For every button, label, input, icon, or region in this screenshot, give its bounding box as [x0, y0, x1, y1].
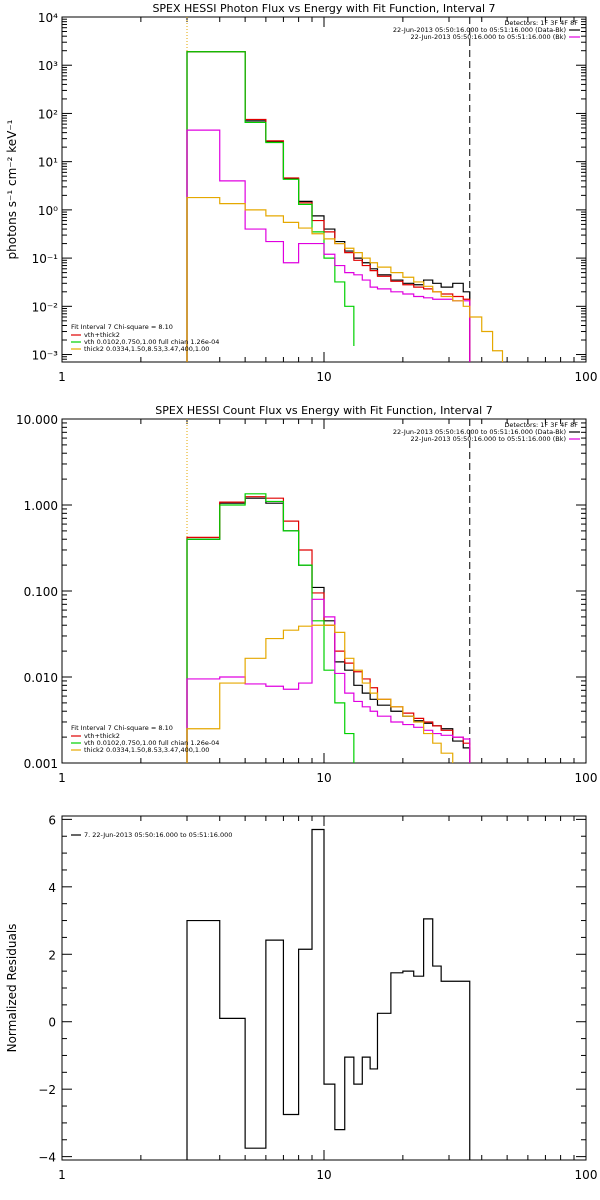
chart-title: SPEX HESSI Count Flux vs Energy with Fit…: [155, 404, 492, 417]
series-3-step-line: [186, 51, 355, 362]
y-tick-label: 10⁻³: [32, 349, 59, 363]
y-tick-label: 10.000: [16, 413, 58, 427]
y-tick-label: 0.100: [24, 585, 58, 599]
y-tick-label: 1.000: [24, 499, 58, 513]
x-tick-label: 100: [575, 370, 598, 384]
y-tick-label: 6: [48, 813, 56, 827]
y-tick-label: 10⁰: [38, 204, 58, 218]
x-axis: 1 10 100: [58, 17, 597, 384]
legend-entry-text: vth 0.0102,0.750,1.00 full chian 1.26e-0…: [84, 739, 219, 747]
series-3-step-line: [186, 493, 355, 763]
legend-entry-text: Detectors: 1F 3F 4F 8F: [504, 19, 578, 27]
y-tick-label: 10⁻¹: [32, 252, 59, 266]
data-area: [186, 419, 471, 763]
legend-entry-text: thick2 0.0334,1.50,8.53,3.47,400,1.00: [84, 345, 209, 353]
legend-entry-text: vth+thick2: [84, 732, 120, 740]
y-tick-label: 10¹: [38, 156, 58, 170]
legend-bottom-left: Fit Interval 7 Chi-square = 8.10vth+thic…: [71, 724, 219, 754]
series-2-step-line: [186, 51, 471, 362]
chart-title: SPEX HESSI Photon Flux vs Energy with Fi…: [152, 2, 495, 15]
y-tick-label: 10⁻²: [32, 300, 59, 314]
series-1-step-line: [186, 497, 471, 763]
y-tick-label: 10³: [38, 59, 58, 73]
series-2-step-line: [186, 496, 471, 763]
legend-bottom-left: Fit Interval 7 Chi-square = 8.10vth+thic…: [71, 323, 219, 353]
y-axis-label: photons s⁻¹ cm⁻² keV⁻¹: [5, 119, 19, 259]
y-tick-label: 4: [48, 881, 56, 895]
data-area: [186, 17, 504, 362]
x-tick-label: 1: [58, 1168, 66, 1182]
x-tick-label: 1: [58, 771, 66, 785]
legend-entry-text: vth+thick2: [84, 331, 120, 339]
panel-3: 1 10 100 −4 −2 0 2 4 6 Normalized Residuals 7. 22-…: [5, 813, 597, 1182]
legend-entry-text: 22-Jun-2013 05:50:16.000 to 05:51:16.000…: [393, 428, 566, 436]
series-5-step-line: [186, 624, 454, 763]
y-axis: −4 −2 0 2 4 6: [38, 813, 586, 1165]
legend-top-left: 7. 22-Jun-2013 05:50:16.000 to 05:51:16.…: [71, 831, 232, 839]
series-4-step-line: [186, 598, 471, 763]
y-tick-label: 10⁴: [38, 11, 58, 25]
x-axis: 1 10 100: [58, 419, 597, 785]
x-tick-label: 10: [316, 370, 331, 384]
x-tick-label: 10: [316, 1168, 331, 1182]
y-tick-label: 10²: [38, 107, 58, 121]
panel-2: SPEX HESSI Count Flux vs Energy with Fit…: [16, 404, 597, 785]
legend-entry-text: 7. 22-Jun-2013 05:50:16.000 to 05:51:16.…: [84, 831, 232, 839]
y-tick-label: −4: [38, 1151, 56, 1165]
y-axis-label: Normalized Residuals: [5, 924, 19, 1053]
legend-header: Fit Interval 7 Chi-square = 8.10: [71, 724, 173, 732]
y-tick-label: 2: [48, 948, 56, 962]
y-tick-label: 0.001: [24, 757, 58, 771]
y-tick-label: 0.010: [24, 671, 58, 685]
legend-entry-text: 22-Jun-2013 05:50:16.000 to 05:51:16.000…: [411, 435, 566, 443]
y-axis: 0.001 0.010 0.100 1.000 10.000: [16, 413, 586, 771]
x-axis: 1 10 100: [58, 816, 597, 1182]
y-tick-label: −2: [38, 1083, 56, 1097]
legend-entry-text: Detectors: 1F 3F 4F 8F: [504, 421, 578, 429]
x-tick-label: 10: [316, 771, 331, 785]
series-4-step-line: [186, 129, 471, 362]
data-area: [186, 828, 471, 1160]
x-tick-label: 100: [575, 1168, 598, 1182]
series-5-step-line: [186, 196, 504, 362]
legend-entry-text: 22-Jun-2013 05:50:16.000 to 05:51:16.000…: [411, 33, 566, 41]
plot-frame: [61, 16, 587, 363]
y-tick-label: 0: [48, 1016, 56, 1030]
series-1-step-line: [186, 51, 471, 362]
y-axis: 10⁻³ 10⁻² 10⁻¹ 10⁰ 10¹ 10² 10³ 10⁴: [32, 11, 586, 363]
legend-entry-text: 22-Jun-2013 05:50:16.000 to 05:51:16.000…: [393, 26, 566, 34]
series-1-step-line: [186, 828, 471, 1160]
legend-entry-text: thick2 0.0334,1.50,8.53,3.47,400,1.00: [84, 746, 209, 754]
panel-1: SPEX HESSI Photon Flux vs Energy with Fi…: [5, 2, 597, 384]
x-tick-label: 1: [58, 370, 66, 384]
legend-entry-text: vth 0.0102,0.750,1.00 full chian 1.26e-0…: [84, 338, 219, 346]
legend-header: Fit Interval 7 Chi-square = 8.10: [71, 323, 173, 331]
x-tick-label: 100: [575, 771, 598, 785]
